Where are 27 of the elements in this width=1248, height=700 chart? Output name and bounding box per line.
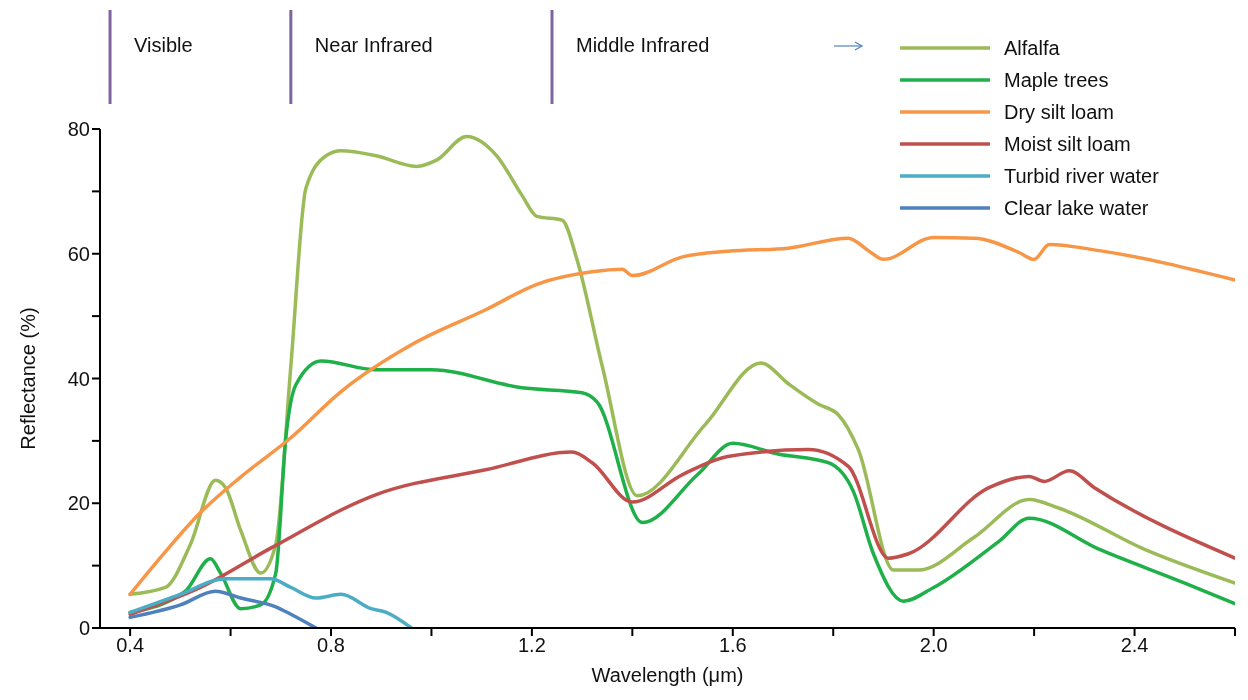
y-tick-label: 60 bbox=[67, 242, 90, 265]
x-tick-label: 2.4 bbox=[1120, 634, 1149, 657]
x-tick-label: 1.6 bbox=[718, 634, 747, 657]
line-series bbox=[128, 447, 1235, 617]
legend-label: Clear lake water bbox=[1004, 196, 1149, 220]
line-series bbox=[128, 134, 1235, 597]
legend-label: Moist silt loam bbox=[1004, 132, 1131, 156]
line-series bbox=[128, 576, 414, 628]
x-tick-label: 0.4 bbox=[116, 634, 145, 657]
legend-label: Maple trees bbox=[1004, 68, 1109, 92]
legend-label: Turbid river water bbox=[1004, 164, 1159, 188]
line-series bbox=[128, 235, 1235, 597]
legend-label: Dry silt loam bbox=[1004, 100, 1115, 124]
y-tick-label: 40 bbox=[67, 367, 90, 390]
y-axis-title: Reflectance (%) bbox=[17, 307, 40, 450]
x-tick-label: 1.2 bbox=[518, 634, 546, 657]
ref-line-label: Near Infrared bbox=[314, 34, 433, 56]
line-series bbox=[128, 589, 318, 628]
y-tick-label: 80 bbox=[67, 118, 90, 141]
ref-line-label: Visible bbox=[134, 34, 193, 56]
y-tick-label: 0 bbox=[78, 617, 90, 640]
y-tick-label: 20 bbox=[67, 492, 90, 515]
x-tick-label: 0.8 bbox=[317, 634, 345, 657]
legend-label: Alfalfa bbox=[1004, 36, 1060, 60]
ref-line-label: Middle Infrared bbox=[575, 34, 710, 56]
x-axis-title: Wavelength (μm) bbox=[591, 664, 744, 686]
x-tick-label: 2.0 bbox=[919, 634, 948, 657]
